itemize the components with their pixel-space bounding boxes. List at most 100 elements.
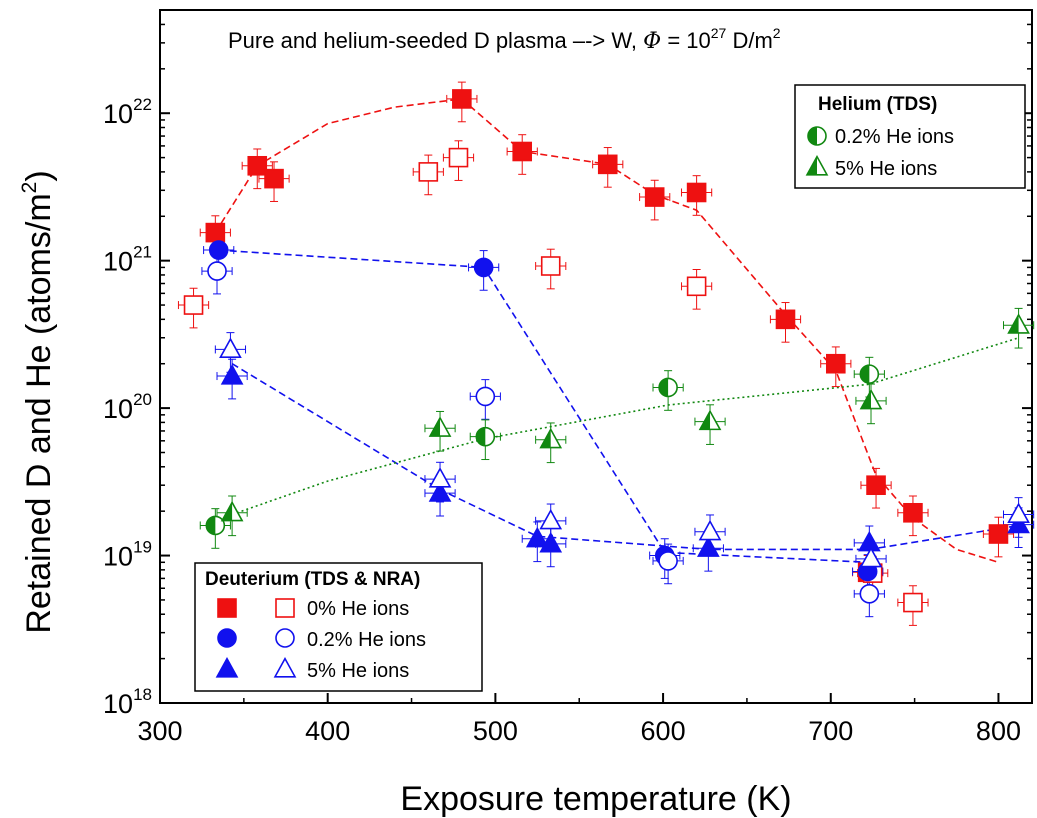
data-point-he-5	[698, 409, 722, 431]
square-marker	[183, 295, 204, 315]
data-point-he-02	[475, 426, 496, 447]
legend-d-02-filled-symbol	[217, 628, 237, 648]
data-point-d-5-open	[219, 337, 242, 358]
data-point-d-02-open	[207, 261, 227, 281]
data-point-d-5-filled	[696, 536, 720, 557]
data-point-he-02	[658, 377, 678, 398]
square-marker	[418, 162, 439, 182]
data-point-d-02-filled	[473, 257, 494, 278]
triangle-half-fill	[430, 417, 441, 437]
triangle-half-fill	[222, 502, 233, 521]
legend-d-5-filled-symbol	[215, 656, 239, 678]
legend-d-02-label: 0.2% He ions	[307, 629, 426, 651]
x-tick-label: 600	[641, 716, 686, 746]
triangle-marker	[273, 656, 297, 678]
circle-marker	[475, 386, 496, 407]
x-tick-label: 700	[808, 716, 853, 746]
triangle-marker	[696, 536, 720, 557]
data-point-d-0-filled	[452, 89, 472, 109]
data-point-d-5-open	[859, 546, 883, 568]
data-point-d-0-open	[418, 162, 439, 182]
data-point-d-0-filled	[866, 475, 886, 496]
circle-marker	[473, 257, 494, 278]
data-point-d-0-filled	[644, 187, 665, 207]
square-marker	[264, 168, 284, 189]
data-point-he-5	[220, 500, 244, 522]
data-point-d-5-filled	[1007, 512, 1030, 534]
data-point-he-5	[428, 416, 452, 437]
square-marker	[275, 598, 295, 618]
x-tick-label: 300	[137, 716, 182, 746]
x-tick-label: 800	[976, 716, 1021, 746]
square-marker	[217, 598, 237, 618]
data-point-d-5-filled	[539, 531, 563, 553]
square-marker	[452, 89, 472, 109]
data-point-d-0-open	[540, 256, 561, 276]
axis-ticks: 300 400 500 600 700 800 1018 1019 1020 1021 1022	[103, 9, 1032, 746]
x-tick-label: 400	[305, 716, 350, 746]
square-marker	[686, 182, 707, 203]
legend-d-0-label: 0% He ions	[307, 598, 409, 620]
legend-he-02-symbol	[807, 126, 827, 146]
fit-blue-5	[231, 363, 1019, 551]
data-point-d-0-filled	[775, 309, 796, 330]
square-marker	[775, 309, 796, 330]
triangle-half-fill	[1008, 314, 1019, 333]
data-point-d-0-filled	[264, 168, 284, 189]
legend-d-5-label: 5% He ions	[307, 660, 409, 682]
data-point-d-0-filled	[247, 155, 268, 176]
plot-border	[159, 9, 1033, 704]
triangle-marker	[539, 508, 563, 530]
square-marker	[512, 141, 533, 162]
triangle-marker	[859, 546, 883, 568]
circle-half-fill	[476, 427, 486, 446]
triangle-half-fill	[807, 156, 817, 175]
circle-half-fill	[206, 516, 216, 535]
circle-marker	[275, 628, 295, 648]
legend-deuterium-markers	[215, 598, 297, 678]
data-point-he-02	[205, 515, 226, 536]
data-point-d-0-open	[903, 592, 923, 613]
legend-he-02-marker	[807, 126, 827, 146]
triangle-marker	[857, 530, 881, 552]
triangle-marker	[525, 526, 549, 548]
data-point-d-0-filled	[988, 524, 1009, 544]
data-point-he-02	[859, 364, 880, 384]
y-tick-label: 1021	[103, 243, 152, 277]
data-point-d-5-filled	[857, 530, 881, 552]
legend-deuterium-title: Deuterium (TDS & NRA)	[205, 569, 420, 590]
circle-marker	[859, 584, 880, 604]
legend-helium-title: Helium (TDS)	[818, 94, 937, 115]
data-point-d-5-open	[428, 467, 452, 488]
triangle-marker	[428, 467, 452, 488]
legend-he-5-label: 5% He ions	[835, 158, 937, 180]
data-point-d-0-filled	[205, 222, 226, 243]
data-point-d-0-open	[183, 295, 204, 315]
legend-he-5-marker	[805, 154, 829, 176]
triangle-marker	[1007, 502, 1030, 524]
circle-marker	[217, 628, 237, 648]
square-marker	[825, 353, 846, 374]
data-point-d-02-open	[658, 551, 678, 571]
data-point-d-0-filled	[686, 182, 707, 203]
square-marker	[540, 256, 561, 276]
square-marker	[903, 592, 923, 613]
chart-title: Pure and helium-seeded D plasma –-> W, Φ…	[228, 25, 781, 54]
data-point-d-5-filled	[220, 364, 244, 385]
square-marker	[903, 502, 923, 523]
data-point-d-0-filled	[512, 141, 533, 162]
square-marker	[247, 155, 268, 176]
circle-half-fill	[860, 365, 870, 384]
triangle-marker	[215, 656, 239, 678]
circle-marker	[207, 261, 227, 281]
square-marker	[866, 475, 886, 496]
data-point-he-5	[539, 427, 563, 449]
triangle-marker	[428, 481, 452, 502]
legend-d-02-open-symbol	[275, 628, 295, 648]
data-point-he-5	[859, 388, 883, 410]
legend-d-0-filled-symbol	[217, 598, 237, 618]
legend-he-02-label: 0.2% He ions	[835, 126, 954, 148]
triangle-half-fill	[540, 429, 551, 448]
y-axis-title: Retained D and He (atoms/m2)	[18, 170, 58, 633]
data-point-d-0-open	[448, 147, 469, 168]
